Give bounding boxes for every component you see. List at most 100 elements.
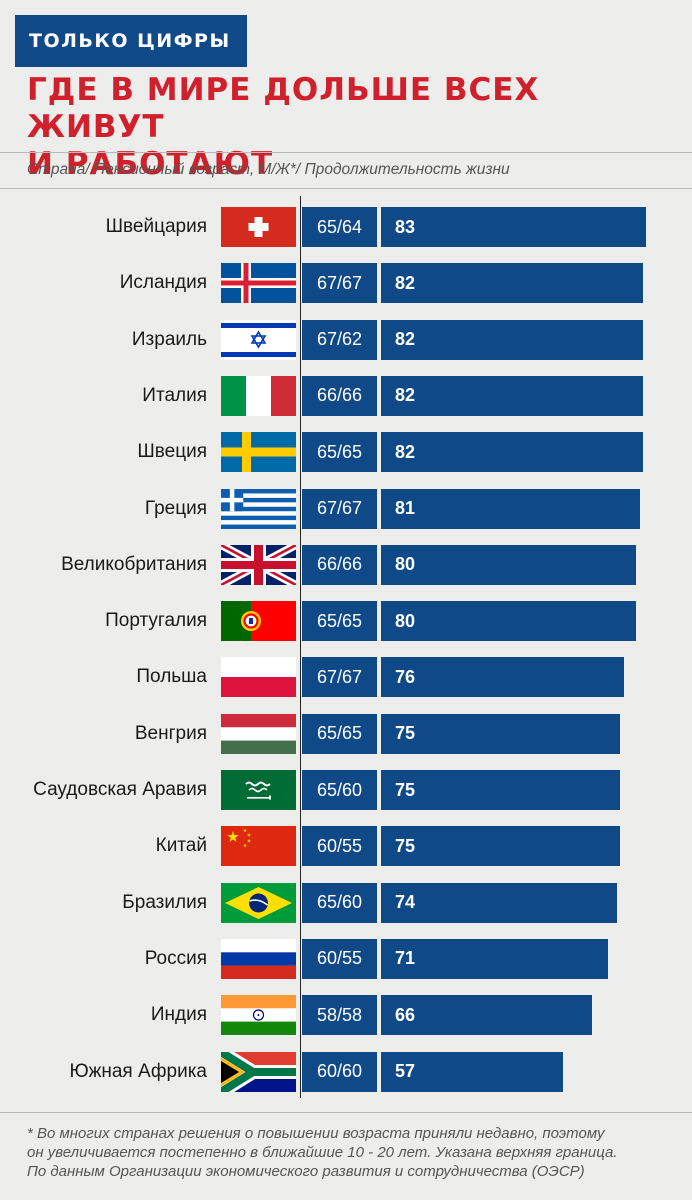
bar-value-label: 80 xyxy=(395,554,416,575)
retirement-age-cell: 60/55 xyxy=(302,826,377,867)
country-label: Исландия xyxy=(119,272,207,294)
life-expectancy-bar: 82 xyxy=(381,432,643,473)
life-expectancy-bar: 74 xyxy=(381,882,617,923)
life-expectancy-bar: 76 xyxy=(381,657,624,698)
chart-row: Россия 60/55 71 xyxy=(0,938,692,979)
flag-sweden-icon xyxy=(221,432,296,473)
life-expectancy-bar: 66 xyxy=(381,995,592,1036)
chart-row: Португалия 65/65 80 xyxy=(0,601,692,642)
footnote-line: он увеличивается постепенно в ближайшие … xyxy=(27,1144,618,1161)
bar-value-label: 57 xyxy=(395,1061,416,1081)
flag-switzerland-icon xyxy=(221,207,296,247)
bar-value-label: 81 xyxy=(395,498,416,518)
life-expectancy-bar: 83 xyxy=(381,207,646,247)
retirement-age-cell: 65/65 xyxy=(302,601,377,642)
life-expectancy-bar: 80 xyxy=(381,544,636,585)
life-expectancy-bar: 82 xyxy=(381,319,643,360)
flag-china-icon xyxy=(221,826,296,867)
subtitle-divider xyxy=(0,188,692,189)
country-label: Саудовская Аравия xyxy=(33,779,207,800)
country-label: Польша xyxy=(136,666,207,688)
retirement-age-cell: 67/67 xyxy=(302,488,377,529)
country-label: Швеция xyxy=(137,441,207,463)
bar-value-label: 80 xyxy=(395,610,416,631)
chart-row: Швеция 65/65 82 xyxy=(0,432,692,473)
bar-value-label: 82 xyxy=(395,441,416,462)
chart-row: Индия 58/58 66 xyxy=(0,995,692,1036)
life-expectancy-bar: 80 xyxy=(381,601,636,642)
footnote-line: * Во многих странах решения о повышении … xyxy=(27,1125,605,1142)
life-expectancy-bar: 75 xyxy=(381,770,620,810)
chart-row: Великобритания 66/66 80 xyxy=(0,544,692,585)
header-divider xyxy=(0,152,692,153)
bar-value-label: 75 xyxy=(395,835,416,856)
chart-row: Саудовская Аравия 65/60 75 xyxy=(0,770,692,810)
chart-row: Швейцария 65/64 83 xyxy=(0,207,692,247)
flag-greece-icon xyxy=(221,488,296,529)
country-label: Южная Африка xyxy=(69,1060,207,1082)
bar-value-label: 76 xyxy=(395,666,416,687)
life-expectancy-bar: 57 xyxy=(381,1051,563,1092)
life-expectancy-bar: 75 xyxy=(381,826,620,867)
flag-south-africa-icon xyxy=(221,1051,296,1092)
chart-row: Венгрия 65/65 75 xyxy=(0,713,692,754)
life-expectancy-bar: 75 xyxy=(381,713,620,754)
flag-saudi-arabia-icon xyxy=(221,770,296,810)
flag-portugal-icon xyxy=(221,601,296,642)
country-label: Россия xyxy=(144,947,207,969)
country-label: Швейцария xyxy=(105,216,207,237)
bar-value-label: 82 xyxy=(395,272,416,293)
retirement-age-cell: 66/66 xyxy=(302,375,377,416)
retirement-age-cell: 65/60 xyxy=(302,770,377,810)
flag-uk-icon xyxy=(221,544,296,585)
chart-row: Италия 66/66 82 xyxy=(0,375,692,416)
bar-value-label: 75 xyxy=(395,723,416,744)
bar-value-label: 74 xyxy=(395,892,416,913)
bar-value-label: 82 xyxy=(395,329,416,350)
retirement-age-cell: 67/62 xyxy=(302,319,377,360)
flag-iceland-icon xyxy=(221,263,296,304)
retirement-age-cell: 60/55 xyxy=(302,938,377,979)
country-label: Индия xyxy=(150,1004,207,1026)
bar-value-label: 75 xyxy=(395,779,416,800)
section-tag: ТОЛЬКО ЦИФРЫ xyxy=(15,15,247,67)
country-label: Израиль xyxy=(131,328,207,350)
country-label: Венгрия xyxy=(134,722,207,744)
chart-row: Бразилия 65/60 74 xyxy=(0,882,692,923)
retirement-age-cell: 66/66 xyxy=(302,544,377,585)
country-label: Португалия xyxy=(105,610,207,632)
flag-hungary-icon xyxy=(221,713,296,754)
country-label: Китай xyxy=(155,835,207,857)
retirement-age-cell: 65/65 xyxy=(302,713,377,754)
retirement-age-cell: 65/65 xyxy=(302,432,377,473)
retirement-age-cell: 65/64 xyxy=(302,207,377,247)
flag-israel-icon xyxy=(221,319,296,360)
chart-row: Израиль 67/62 82 xyxy=(0,319,692,360)
life-expectancy-bar: 71 xyxy=(381,938,608,979)
life-expectancy-bar: 82 xyxy=(381,263,643,304)
flag-brazil-icon xyxy=(221,882,296,923)
footnote-line: По данным Организации экономического раз… xyxy=(27,1163,585,1180)
flag-poland-icon xyxy=(221,657,296,698)
country-label: Греция xyxy=(144,497,207,519)
chart-row: Южная Африка 60/60 57 xyxy=(0,1051,692,1092)
chart-row: Исландия 67/67 82 xyxy=(0,263,692,304)
life-expectancy-bar: 82 xyxy=(381,375,643,416)
chart-row: Греция 67/67 81 xyxy=(0,488,692,529)
bar-value-label: 82 xyxy=(395,385,416,406)
country-label: Италия xyxy=(142,384,207,406)
country-label: Великобритания xyxy=(61,553,207,575)
retirement-age-cell: 60/60 xyxy=(302,1051,377,1092)
chart-row: Польша 67/67 76 xyxy=(0,657,692,698)
retirement-age-cell: 67/67 xyxy=(302,263,377,304)
footer-divider xyxy=(0,1112,692,1113)
bar-value-label: 83 xyxy=(395,216,416,237)
retirement-age-cell: 67/67 xyxy=(302,657,377,698)
retirement-age-cell: 65/60 xyxy=(302,882,377,923)
flag-russia-icon xyxy=(221,938,296,979)
chart-row: Китай 60/55 75 xyxy=(0,826,692,867)
bar-value-label: 71 xyxy=(395,948,416,969)
chart-axis-line xyxy=(300,196,301,1098)
footnote: * Во многих странах решения о повышении … xyxy=(27,1124,677,1181)
life-expectancy-bar: 81 xyxy=(381,488,640,529)
